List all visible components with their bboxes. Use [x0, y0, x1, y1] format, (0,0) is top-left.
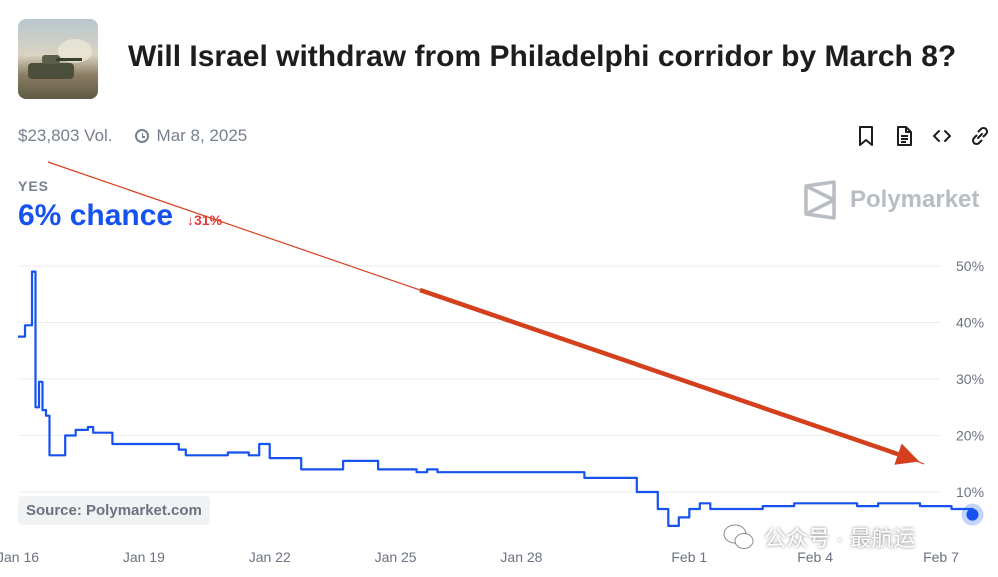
market-meta: $23,803 Vol. Mar 8, 2025 — [18, 126, 247, 146]
x-tick-label: Jan 25 — [375, 549, 417, 565]
y-tick-label: 40% — [956, 315, 984, 331]
x-tick-label: Feb 7 — [923, 549, 959, 565]
embed-code-icon[interactable] — [930, 124, 954, 148]
change-indicator: ↓31% — [187, 212, 223, 228]
y-tick-label: 10% — [956, 484, 984, 500]
end-point-dot — [966, 508, 979, 521]
watermark: 公众号 · 最航运 — [722, 520, 916, 554]
y-tick-label: 50% — [956, 258, 984, 274]
brand-name: Polymarket — [850, 186, 980, 213]
market-title: Will Israel withdraw from Philadelphi co… — [128, 40, 957, 73]
action-icons — [854, 124, 992, 148]
x-axis-labels: Jan 16 Jan 19 Jan 22 Jan 25 Jan 28 Feb 1 Feb 4… — [0, 549, 959, 565]
x-tick-label: Feb 1 — [671, 549, 707, 565]
thumbnail-tank — [28, 55, 82, 79]
market-thumbnail — [18, 19, 98, 99]
bookmark-icon[interactable] — [854, 124, 878, 148]
trend-arrow-thick — [419, 287, 920, 465]
clock-icon — [134, 129, 149, 143]
polymarket-logo-icon — [804, 180, 836, 220]
wechat-icon — [723, 524, 754, 549]
x-tick-label: Feb 4 — [797, 549, 833, 565]
series-line — [18, 270, 974, 527]
watermark-text: 公众号 · 最航运 — [764, 526, 916, 551]
chart-grid — [18, 265, 940, 493]
source-label: Source: Polymarket.com — [18, 496, 210, 525]
x-tick-label: Jan 19 — [123, 549, 165, 565]
y-tick-label: 30% — [956, 371, 984, 387]
chance-value: 6% chance — [18, 199, 174, 232]
x-tick-label: Jan 16 — [0, 549, 39, 565]
x-tick-label: Jan 22 — [249, 549, 291, 565]
document-icon[interactable] — [892, 124, 916, 148]
outcome-label: YES — [18, 178, 50, 194]
y-axis-labels: 10% 20% 30% 40% 50% — [956, 258, 984, 500]
brand-logo: Polymarket — [802, 180, 979, 220]
volume-text: $23,803 Vol. — [18, 126, 113, 145]
y-tick-label: 20% — [956, 428, 984, 444]
link-icon[interactable] — [968, 124, 992, 148]
x-tick-label: Jan 28 — [500, 549, 542, 565]
end-date-text: Mar 8, 2025 — [156, 126, 248, 145]
